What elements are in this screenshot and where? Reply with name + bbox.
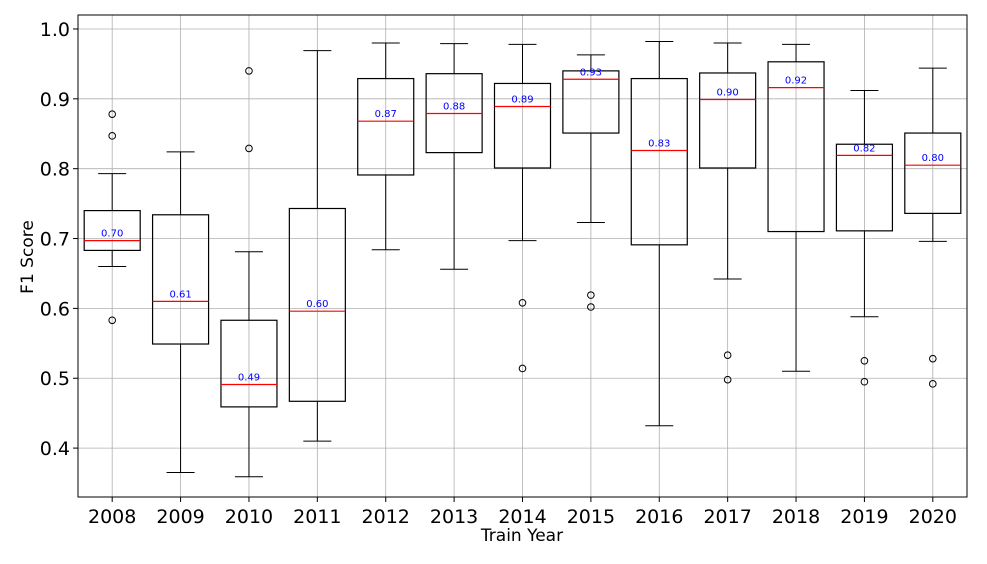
y-tick-label: 0.6 (40, 298, 70, 320)
x-tick-label: 2019 (840, 506, 888, 528)
y-tick-label: 0.9 (40, 89, 70, 111)
box-2016: 0.83 (630, 41, 688, 427)
median-label: 0.80 (922, 153, 944, 164)
outlier-point (723, 351, 732, 359)
x-tick-label: 2009 (156, 506, 204, 528)
x-tick-label: 2011 (293, 506, 341, 528)
grid-lines (78, 15, 967, 497)
iqr-box (630, 77, 688, 246)
iqr-box (357, 77, 415, 176)
y-axis-title: F1 Score (18, 220, 38, 294)
x-axis-title: Train Year (480, 526, 563, 546)
box-2010: 0.49 (220, 67, 278, 478)
median-label: 0.60 (306, 299, 328, 310)
outlier-point (860, 377, 869, 386)
x-tick-label: 2008 (88, 506, 136, 528)
outlier-point (108, 132, 116, 140)
median-label: 0.93 (580, 67, 602, 78)
median-label: 0.90 (717, 88, 739, 99)
outlier-point (860, 356, 869, 365)
median-label: 0.83 (648, 139, 670, 150)
box-2009: 0.61 (151, 151, 210, 474)
outlier-point (929, 354, 937, 363)
median-label: 0.87 (375, 109, 397, 120)
y-tick-label: 0.5 (40, 368, 70, 390)
box-2019: 0.82 (835, 89, 894, 386)
iqr-box (835, 143, 894, 232)
median-label: 0.61 (169, 289, 191, 300)
iqr-box (767, 61, 825, 233)
iqr-box (904, 132, 962, 214)
boxes-layer: 0.70 0.61 0.49 0.60 0.87 0.88 0.89 0.93 0.83 0.90… (83, 41, 962, 478)
iqr-box (220, 319, 278, 408)
iqr-box (699, 72, 757, 169)
outlier-point (587, 303, 595, 311)
x-tick-label: 2017 (703, 506, 751, 528)
iqr-box (562, 70, 620, 134)
median-label: 0.70 (101, 229, 123, 240)
box-2020: 0.80 (904, 67, 962, 388)
iqr-box (288, 207, 346, 402)
box-2008: 0.70 (83, 110, 141, 325)
x-tick-label: 2013 (430, 506, 478, 528)
box-2015: 0.93 (562, 54, 620, 311)
iqr-box (151, 214, 210, 345)
box-2012: 0.87 (357, 42, 415, 251)
x-tick-label: 2014 (498, 506, 546, 528)
x-tick-label: 2010 (225, 506, 273, 528)
outlier-point (108, 110, 116, 118)
outlier-point (245, 67, 253, 75)
outlier-point (108, 316, 116, 325)
iqr-box (83, 209, 141, 252)
x-tick-label: 2016 (635, 506, 683, 528)
box-2014: 0.89 (493, 43, 552, 373)
box-2013: 0.88 (425, 43, 483, 270)
box-2017: 0.90 (699, 42, 757, 384)
box-2018: 0.92 (767, 43, 825, 372)
y-tick-label: 0.4 (40, 438, 70, 460)
y-tick-label: 1.0 (40, 19, 70, 41)
outlier-point (587, 291, 595, 299)
median-label: 0.49 (238, 373, 260, 384)
y-axis: 0.4 0.5 0.6 0.7 0.8 0.9 1.0 (40, 19, 78, 460)
box-2011: 0.60 (288, 50, 346, 442)
median-label: 0.92 (785, 76, 807, 87)
y-tick-label: 0.7 (40, 229, 70, 251)
outlier-point (245, 144, 253, 153)
outlier-point (929, 380, 937, 388)
y-tick-label: 0.8 (40, 159, 70, 181)
x-tick-label: 2018 (772, 506, 820, 528)
x-tick-label: 2012 (362, 506, 410, 528)
outlier-point (518, 364, 527, 373)
median-label: 0.82 (853, 143, 875, 154)
outlier-point (518, 299, 527, 307)
median-label: 0.89 (511, 95, 533, 106)
iqr-box (493, 82, 552, 169)
x-tick-label: 2015 (567, 506, 615, 528)
median-label: 0.88 (443, 101, 465, 112)
outlier-point (723, 375, 732, 384)
x-tick-label: 2020 (909, 506, 957, 528)
x-axis: 2008 2009 2010 2011 2012 2013 2014 2015 2016 2017… (88, 497, 957, 528)
